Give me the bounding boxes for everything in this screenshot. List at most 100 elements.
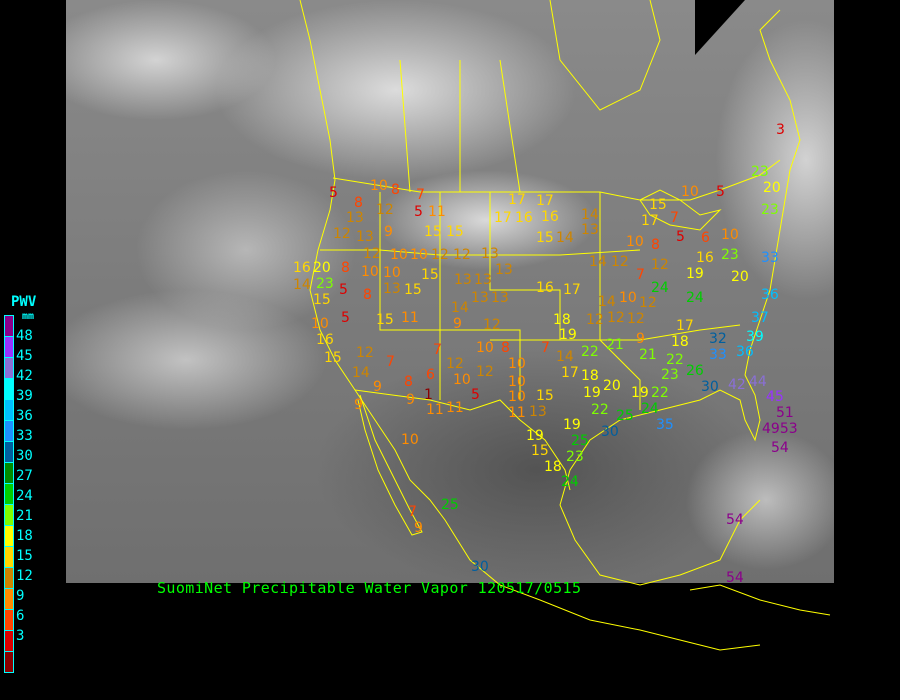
station-pwv-value: 24	[561, 474, 579, 490]
station-pwv-value: 18	[671, 334, 689, 350]
station-pwv-value: 16	[293, 260, 311, 276]
station-pwv-value: 24	[686, 290, 704, 306]
station-pwv-value: 6	[701, 230, 710, 246]
station-pwv-value: 19	[526, 428, 544, 444]
station-pwv-value: 7	[386, 354, 395, 370]
station-pwv-value: 30	[471, 559, 489, 575]
station-pwv-value: 15	[376, 312, 394, 328]
station-pwv-value: 8	[651, 237, 660, 253]
station-pwv-value: 32	[709, 331, 727, 347]
legend-bin	[4, 421, 14, 442]
station-pwv-value: 23	[751, 164, 769, 180]
station-pwv-value: 20	[603, 378, 621, 394]
satellite-map	[66, 0, 834, 583]
legend-label: 9	[16, 588, 25, 604]
station-pwv-value: 10	[476, 340, 494, 356]
legend-bin	[4, 589, 14, 610]
station-pwv-value: 44	[749, 374, 767, 390]
station-pwv-value: 15	[424, 224, 442, 240]
station-pwv-value: 16	[515, 210, 533, 226]
station-pwv-value: 25	[571, 433, 589, 449]
station-pwv-value: 22	[666, 352, 684, 368]
station-pwv-value: 10	[626, 234, 644, 250]
station-pwv-value: 7	[670, 210, 679, 226]
station-pwv-value: 14	[556, 349, 574, 365]
station-pwv-value: 14	[589, 254, 607, 270]
station-pwv-value: 5	[339, 282, 348, 298]
station-pwv-value: 7	[416, 187, 425, 203]
station-pwv-value: 12	[431, 247, 449, 263]
state-lines	[439, 192, 521, 400]
legend-bin	[4, 505, 14, 526]
legend-label: 36	[16, 408, 33, 424]
station-pwv-value: 36	[761, 287, 779, 303]
station-pwv-value: 11	[428, 204, 446, 220]
station-pwv-value: 12	[446, 356, 464, 372]
legend-label: 39	[16, 388, 33, 404]
station-pwv-value: 8	[404, 374, 413, 390]
legend-label: 42	[16, 368, 33, 384]
station-pwv-value: 23	[721, 247, 739, 263]
station-pwv-value: 20	[313, 260, 331, 276]
station-pwv-value: 9	[384, 224, 393, 240]
station-pwv-value: 23	[761, 202, 779, 218]
station-pwv-value: 13	[383, 281, 401, 297]
station-pwv-value: 5	[471, 387, 480, 403]
station-pwv-value: 17	[561, 365, 579, 381]
legend-bin	[4, 358, 14, 379]
station-pwv-value: 5	[716, 184, 725, 200]
us-canada-border	[332, 159, 781, 201]
station-pwv-value: 45	[766, 389, 784, 405]
station-pwv-value: 5	[341, 310, 350, 326]
station-pwv-value: 13	[495, 262, 513, 278]
station-pwv-value: 25	[441, 497, 459, 513]
station-pwv-value: 14	[352, 365, 370, 381]
station-pwv-value: 10	[410, 247, 428, 263]
station-pwv-value: 22	[581, 344, 599, 360]
station-pwv-value: 12	[363, 246, 381, 262]
east-coastline	[744, 9, 801, 376]
station-pwv-value: 24	[641, 401, 659, 417]
station-pwv-value: 15	[536, 230, 554, 246]
station-pwv-value: 7	[541, 340, 550, 356]
station-pwv-value: 33	[761, 250, 779, 266]
station-pwv-value: 10	[361, 264, 379, 280]
station-pwv-value: 9	[354, 397, 363, 413]
legend-label: 27	[16, 468, 33, 484]
station-pwv-value: 15	[421, 267, 439, 283]
station-pwv-value: 15	[649, 197, 667, 213]
station-pwv-value: 11	[426, 402, 444, 418]
station-pwv-value: 13	[529, 404, 547, 420]
station-pwv-value: 9	[636, 331, 645, 347]
station-pwv-value: 7	[636, 267, 645, 283]
legend-bin	[4, 631, 14, 652]
station-pwv-value: 21	[639, 347, 657, 363]
legend-label: 21	[16, 508, 33, 524]
station-pwv-value: 35	[656, 417, 674, 433]
station-pwv-value: 15	[446, 224, 464, 240]
station-pwv-value: 24	[651, 280, 669, 296]
station-pwv-value: 14	[293, 277, 311, 293]
station-pwv-value: 8	[501, 340, 510, 356]
us-mexico-border	[354, 389, 571, 491]
station-pwv-value: 12	[356, 345, 374, 361]
great-lakes	[639, 189, 722, 231]
yucatan-coastline	[559, 499, 761, 586]
station-pwv-value: 19	[686, 266, 704, 282]
station-pwv-value: 13	[491, 290, 509, 306]
station-pwv-value: 11	[508, 405, 526, 421]
station-pwv-value: 12	[333, 226, 351, 242]
station-pwv-value: 10	[311, 316, 329, 332]
station-pwv-value: 10	[453, 372, 471, 388]
station-pwv-value: 42	[728, 377, 746, 393]
station-pwv-value: 15	[313, 292, 331, 308]
station-pwv-value: 22	[591, 402, 609, 418]
station-pwv-value: 12	[611, 254, 629, 270]
legend-label: 30	[16, 448, 33, 464]
station-pwv-value: 10	[508, 374, 526, 390]
station-pwv-value: 23	[661, 367, 679, 383]
legend-bin	[4, 568, 14, 589]
station-pwv-value: 12	[651, 257, 669, 273]
station-pwv-value: 13	[471, 290, 489, 306]
station-pwv-value: 16	[696, 250, 714, 266]
